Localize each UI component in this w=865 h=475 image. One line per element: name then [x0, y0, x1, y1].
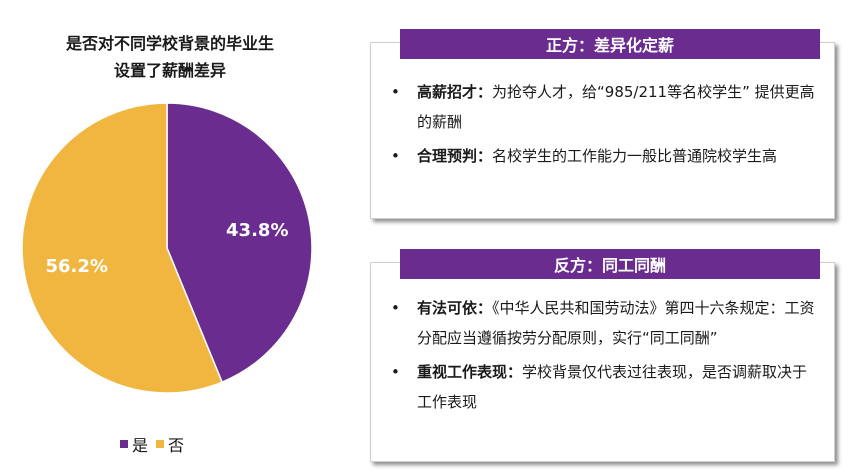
legend-item-yes: 是	[120, 432, 148, 456]
pro-item-text: 名校学生的工作能力一般比普通院校学生高	[492, 147, 778, 165]
con-item-key: 重视工作表现：	[417, 363, 523, 381]
data-label-no: 56.2%	[46, 256, 108, 277]
pro-item-text: 为抢夺人才，给“985/211等名校学生” 提供更高的薪酬	[417, 83, 815, 131]
con-argument-item: 有法可依：《中华人民共和国劳动法》第四十六条规定：工资分配应当遵循按劳分配原则，…	[371, 293, 834, 353]
chart-legend: 是 否	[120, 432, 260, 456]
pro-item-key: 合理预判：	[417, 147, 493, 165]
con-item-text: 学校背景仅代表过往表现，是否调薪取决于工作表现	[417, 363, 808, 411]
chart-title-line-2: 设置了薪酬差异	[113, 61, 226, 80]
con-argument-list: 有法可依：《中华人民共和国劳动法》第四十六条规定：工资分配应当遵循按劳分配原则，…	[371, 263, 834, 417]
legend-label-yes: 是	[132, 436, 149, 455]
con-argument-card: 反方：同工同酬 有法可依：《中华人民共和国劳动法》第四十六条规定：工资分配应当遵…	[370, 249, 835, 462]
legend-item-no: 否	[156, 432, 184, 456]
con-item-key: 有法可依：	[417, 299, 493, 317]
pro-argument-list: 高薪招才：为抢夺人才，给“985/211等名校学生” 提供更高的薪酬 合理预判：…	[371, 43, 834, 171]
pie-chart: 43.8% 56.2%	[21, 102, 313, 394]
con-card-header: 反方：同工同酬	[400, 249, 820, 279]
con-argument-item: 重视工作表现：学校背景仅代表过往表现，是否调薪取决于工作表现	[371, 357, 834, 417]
data-label-yes: 43.8%	[226, 220, 288, 241]
pie-slice-yes	[166, 102, 313, 384]
legend-label-no: 否	[168, 436, 185, 455]
chart-title-line-1: 是否对不同学校背景的毕业生	[65, 34, 274, 53]
pro-argument-item: 高薪招才：为抢夺人才，给“985/211等名校学生” 提供更高的薪酬	[371, 77, 834, 137]
con-item-text: 《中华人民共和国劳动法》第四十六条规定：工资分配应当遵循按劳分配原则，实行“同工…	[417, 299, 815, 347]
pro-item-key: 高薪招才：	[417, 83, 493, 101]
pro-argument-card: 正方：差异化定薪 高薪招才：为抢夺人才，给“985/211等名校学生” 提供更高…	[370, 29, 835, 219]
legend-swatch-no	[156, 440, 165, 448]
pie-slice-no	[21, 102, 224, 394]
legend-swatch-yes	[120, 440, 128, 448]
pro-card-header: 正方：差异化定薪	[400, 29, 820, 59]
pro-argument-item: 合理预判：名校学生的工作能力一般比普通院校学生高	[371, 141, 834, 171]
chart-title: 是否对不同学校背景的毕业生 设置了薪酬差异	[20, 30, 320, 84]
